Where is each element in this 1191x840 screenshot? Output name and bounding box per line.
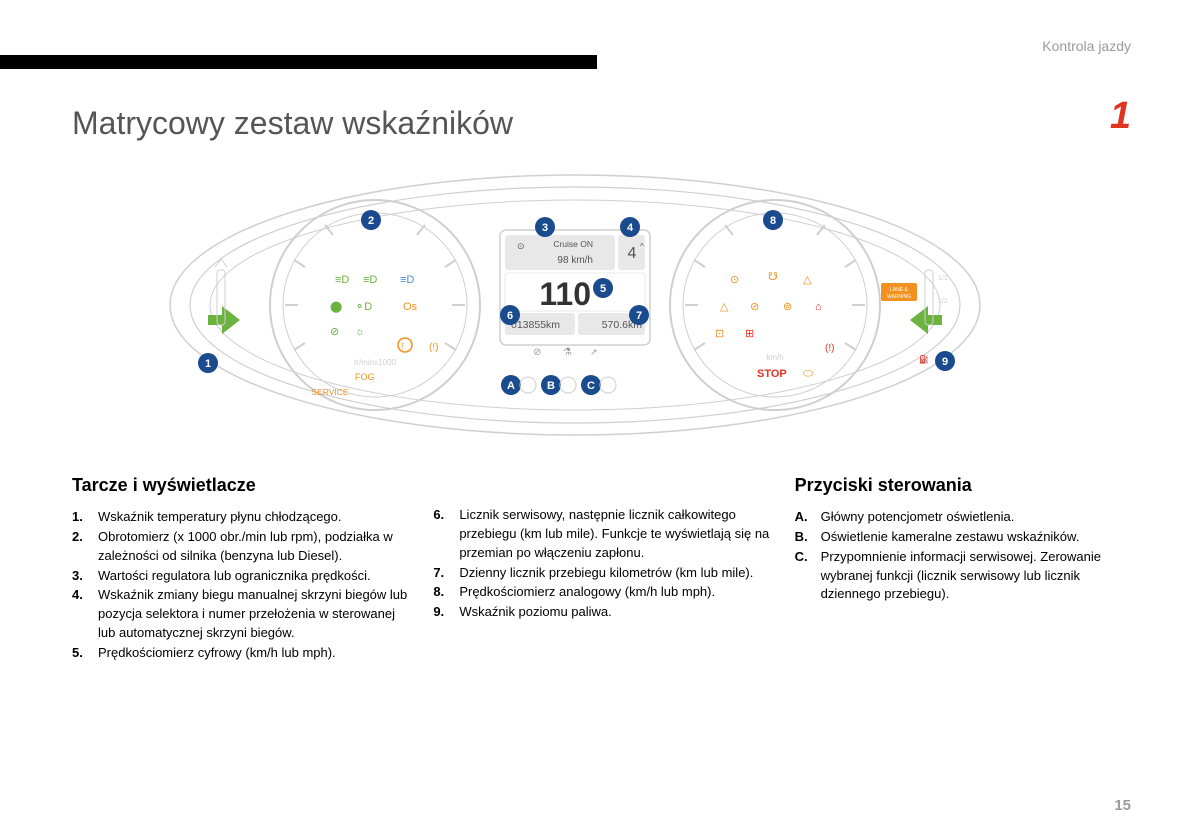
svg-text:☼: ☼ xyxy=(355,326,365,338)
list-item: C.Przypomnienie informacji serwisowej. Z… xyxy=(795,548,1131,605)
svg-text:⛽: ⛽ xyxy=(919,354,929,364)
list-item: 5.Prędkościomierz cyfrowy (km/h lub mph)… xyxy=(72,644,408,663)
top-bar xyxy=(0,55,597,69)
svg-text:≡D: ≡D xyxy=(335,274,349,286)
page-number: 15 xyxy=(1114,797,1131,814)
list-item: 1.Wskaźnik temperatury płynu chłodzącego… xyxy=(72,508,408,527)
svg-text:4: 4 xyxy=(627,222,634,234)
svg-text:△: △ xyxy=(720,301,729,313)
controls-column: Przyciski sterowania A.Główny potencjome… xyxy=(795,475,1131,664)
svg-text:(!): (!) xyxy=(429,342,438,353)
svg-text:⌂: ⌂ xyxy=(815,301,822,313)
svg-text:B: B xyxy=(547,380,555,392)
dials-list-1: 1.Wskaźnik temperatury płynu chłodzącego… xyxy=(72,508,408,663)
list-item: 2.Obrotomierz (x 1000 obr./min lub rpm),… xyxy=(72,528,408,566)
svg-text:WARNING: WARNING xyxy=(887,294,911,300)
svg-text:A: A xyxy=(507,380,515,392)
svg-text:2: 2 xyxy=(368,215,374,227)
svg-text:C: C xyxy=(587,380,595,392)
svg-text:8: 8 xyxy=(770,215,776,227)
svg-text:⊙: ⊙ xyxy=(517,241,525,251)
svg-text:1/2: 1/2 xyxy=(938,298,948,305)
svg-text:tr/minx1000: tr/minx1000 xyxy=(354,358,396,367)
svg-text:LANE &: LANE & xyxy=(890,287,908,293)
list-item: 6.Licznik serwisowy, następnie licznik c… xyxy=(433,506,769,563)
list-item: 9.Wskaźnik poziomu paliwa. xyxy=(433,603,769,622)
list-item: B.Oświetlenie kameralne zestawu wskaźnik… xyxy=(795,528,1131,547)
svg-text:1: 1 xyxy=(205,358,211,370)
svg-text:7: 7 xyxy=(636,310,642,322)
svg-text:⬭: ⬭ xyxy=(803,366,814,380)
list-item: 7.Dzienny licznik przebiegu kilometrów (… xyxy=(433,564,769,583)
svg-text:km/h: km/h xyxy=(766,353,783,362)
svg-text:STOP: STOP xyxy=(757,368,787,380)
svg-text:9: 9 xyxy=(942,356,948,368)
svg-text:013855km: 013855km xyxy=(511,319,560,331)
svg-text:⊚: ⊚ xyxy=(783,301,792,313)
svg-text:98 km/h: 98 km/h xyxy=(557,255,593,266)
dials-column-1: Tarcze i wyświetlacze 1.Wskaźnik tempera… xyxy=(72,475,408,664)
instrument-cluster-diagram: ⌂ tr/minx1000 FOG SERVICE ≡D ≡D ≡D ⬤ ⚬D … xyxy=(155,155,995,450)
svg-text:SERVICE: SERVICE xyxy=(311,387,348,397)
svg-text:3: 3 xyxy=(542,222,548,234)
svg-text:≡D: ≡D xyxy=(363,274,377,286)
svg-text:↗: ↗ xyxy=(590,347,598,357)
header-section: Kontrola jazdy xyxy=(1042,38,1131,54)
list-item: 4.Wskaźnik zmiany biegu manualnej skrzyn… xyxy=(72,586,408,643)
svg-text:⬤: ⬤ xyxy=(330,301,342,313)
svg-text:^: ^ xyxy=(640,242,644,251)
svg-text:FOG: FOG xyxy=(355,372,375,382)
svg-text:⊞: ⊞ xyxy=(745,328,754,340)
list-item: A.Główny potencjometr oświetlenia. xyxy=(795,508,1131,527)
svg-text:110: 110 xyxy=(539,276,591,312)
svg-text:5: 5 xyxy=(600,283,606,295)
content-columns: Tarcze i wyświetlacze 1.Wskaźnik tempera… xyxy=(72,475,1131,664)
svg-text:!: ! xyxy=(401,341,404,351)
dials-title: Tarcze i wyświetlacze xyxy=(72,475,408,496)
svg-text:⊘: ⊘ xyxy=(330,326,339,338)
svg-text:⊘: ⊘ xyxy=(750,301,759,313)
svg-text:(!): (!) xyxy=(825,343,834,354)
svg-text:☋: ☋ xyxy=(768,271,778,283)
svg-text:⊘: ⊘ xyxy=(533,347,541,358)
svg-text:6: 6 xyxy=(507,310,513,322)
list-item: 8.Prędkościomierz analogowy (km/h lub mp… xyxy=(433,583,769,602)
controls-title: Przyciski sterowania xyxy=(795,475,1131,496)
dials-column-2: 6.Licznik serwisowy, następnie licznik c… xyxy=(433,475,769,664)
svg-text:⊙: ⊙ xyxy=(730,274,739,286)
svg-text:⚗: ⚗ xyxy=(563,347,572,358)
svg-text:1/1: 1/1 xyxy=(938,275,948,282)
svg-text:△: △ xyxy=(803,274,812,286)
svg-text:≡D: ≡D xyxy=(400,274,414,286)
chapter-number: 1 xyxy=(1110,95,1131,138)
controls-list: A.Główny potencjometr oświetlenia.B.Oświ… xyxy=(795,508,1131,604)
svg-text:4: 4 xyxy=(628,245,637,262)
svg-text:Cruise ON: Cruise ON xyxy=(553,239,593,249)
list-item: 3.Wartości regulatora lub ogranicznika p… xyxy=(72,567,408,586)
svg-text:⚬D: ⚬D xyxy=(355,301,372,313)
svg-text:⊡: ⊡ xyxy=(715,328,724,340)
dials-list-2: 6.Licznik serwisowy, następnie licznik c… xyxy=(433,506,769,622)
svg-text:Os: Os xyxy=(403,301,418,313)
page-title: Matrycowy zestaw wskaźników xyxy=(72,105,513,142)
